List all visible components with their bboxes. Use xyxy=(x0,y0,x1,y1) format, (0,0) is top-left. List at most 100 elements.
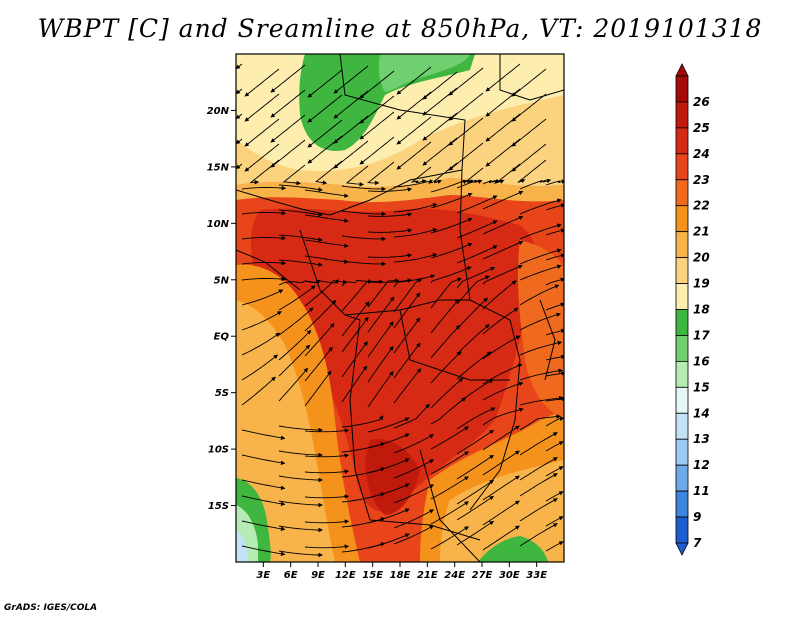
streamline xyxy=(341,260,387,267)
streamline xyxy=(393,253,438,263)
streamline xyxy=(456,275,490,305)
streamline xyxy=(545,302,564,311)
streamline xyxy=(393,317,421,354)
streamline xyxy=(278,209,323,217)
streamline xyxy=(482,264,523,285)
map-title: WBPT [C] and Sreamline at 850hPa, VT: 20… xyxy=(37,14,763,43)
streamline xyxy=(236,88,243,95)
streamline xyxy=(456,220,498,239)
streamline xyxy=(422,87,458,116)
streamline xyxy=(241,260,287,266)
streamline xyxy=(304,255,349,264)
lat-tick-label: EQ xyxy=(214,332,230,343)
streamline xyxy=(304,453,350,458)
streamline xyxy=(456,195,498,214)
streamline xyxy=(545,416,564,427)
streamline xyxy=(241,332,281,356)
streamline xyxy=(270,139,306,168)
streamline xyxy=(482,307,519,335)
streamline xyxy=(307,69,343,98)
streamline xyxy=(367,278,400,308)
streamline xyxy=(367,253,413,258)
streamline xyxy=(333,90,369,119)
colorbar-label: 7 xyxy=(693,536,702,550)
streamline xyxy=(278,425,324,433)
streamline xyxy=(485,138,521,167)
streamline xyxy=(241,429,286,440)
colorbar-bottom-arrow xyxy=(675,542,689,556)
streamline xyxy=(519,178,552,190)
streamline xyxy=(307,94,343,123)
streamline xyxy=(519,523,558,547)
streamline xyxy=(396,141,432,170)
streamline xyxy=(456,479,495,505)
streamline xyxy=(511,68,547,97)
streamline xyxy=(456,179,483,189)
streamline xyxy=(241,210,287,216)
streamline xyxy=(315,160,343,185)
streamline xyxy=(519,395,564,406)
streamline xyxy=(304,323,335,357)
colorbar-swatch xyxy=(675,205,689,233)
streamline xyxy=(519,248,562,265)
streamline xyxy=(511,93,547,122)
streamline xyxy=(545,491,564,502)
lon-tick-label: 21E xyxy=(417,570,438,581)
streamlines xyxy=(236,63,564,558)
colorbar-swatch xyxy=(675,412,689,440)
streamline xyxy=(456,245,498,264)
streamline xyxy=(482,450,520,476)
streamline xyxy=(393,459,435,479)
streamline xyxy=(367,345,394,383)
streamline xyxy=(278,329,312,361)
streamline xyxy=(304,299,337,332)
streamline xyxy=(367,533,410,549)
streamline xyxy=(241,520,286,531)
streamline xyxy=(519,473,558,497)
longitude-axis: 3E 6E 9E 12E 15E 18E 21E 24E 27E 30E 33E xyxy=(256,562,547,581)
streamline xyxy=(519,457,558,481)
streamline xyxy=(545,371,564,377)
streamline xyxy=(545,228,564,236)
streamline xyxy=(304,346,333,382)
streamline xyxy=(341,279,384,287)
lat-tick-label: 10N xyxy=(207,219,230,230)
streamline xyxy=(244,68,280,97)
streamline xyxy=(333,140,369,169)
map-plot-area xyxy=(236,54,564,562)
streamline xyxy=(456,454,495,480)
colorbar-swatch xyxy=(675,257,689,284)
wbpt-region-west-20 xyxy=(236,300,335,562)
streamline xyxy=(393,525,435,545)
streamline xyxy=(367,458,410,474)
colorbar-label: 22 xyxy=(693,199,710,213)
colorbar-swatch xyxy=(675,335,689,362)
streamline xyxy=(519,340,563,356)
colorbar-swatch xyxy=(675,75,689,103)
lon-tick-label: 15E xyxy=(362,570,383,581)
lon-tick-label: 9E xyxy=(311,570,325,581)
streamline xyxy=(430,266,472,284)
wbpt-region-north-16 xyxy=(378,54,470,92)
streamline xyxy=(367,228,413,233)
streamline xyxy=(282,164,306,186)
streamline xyxy=(482,179,500,185)
streamline xyxy=(482,381,524,401)
streamline xyxy=(304,544,350,549)
streamline xyxy=(241,276,287,282)
streamline xyxy=(430,277,462,309)
streamline xyxy=(511,143,547,172)
lon-tick-label: 27E xyxy=(472,570,493,581)
streamline xyxy=(307,119,343,148)
streamline xyxy=(341,341,368,378)
lon-tick-label: 24E xyxy=(444,570,465,581)
lon-tick-label: 6E xyxy=(284,570,298,581)
streamline xyxy=(241,454,286,465)
streamline xyxy=(367,187,413,192)
streamline xyxy=(270,89,306,118)
streamline xyxy=(430,526,470,550)
streamline xyxy=(430,324,461,359)
streamline xyxy=(430,179,468,193)
streamline xyxy=(241,354,279,381)
lat-tick-label: 10S xyxy=(208,445,229,456)
